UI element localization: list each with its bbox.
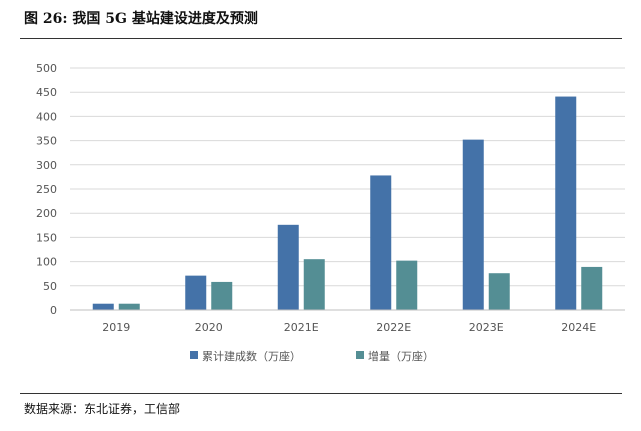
bar-increment [303,259,325,310]
y-tick-label: 0 [50,304,57,317]
y-tick-label: 150 [36,231,57,244]
y-tick-label: 500 [36,62,57,75]
legend-swatch [190,351,198,359]
figure-title: 图 26: 我国 5G 基站建设进度及预测 [24,11,258,27]
bar-cumulative [370,175,392,310]
y-tick-label: 400 [36,110,57,123]
x-tick-label: 2023E [469,321,504,334]
y-tick-label: 300 [36,159,57,172]
y-axis: 0 50 100 150 200 250 300 350 400 450 500 [36,62,57,317]
y-tick-label: 350 [36,135,57,148]
bar-increment [488,273,510,310]
legend-label: 增量（万座） [368,349,434,363]
bar-cumulative [185,275,207,310]
y-tick-label: 450 [36,86,57,99]
bar-increment [581,266,603,310]
bar-increment [396,260,418,310]
title-rule [20,38,622,39]
gridlines [70,67,625,287]
bar-cumulative [555,96,577,310]
x-tick-label: 2020 [195,321,223,334]
bars [92,96,603,310]
x-tick-label: 2022E [376,321,411,334]
x-tick-label: 2019 [102,321,130,334]
bar-cumulative [277,224,299,310]
y-tick-label: 100 [36,256,57,269]
bar-increment [211,281,233,310]
y-tick-label: 250 [36,183,57,196]
legend-swatch [356,351,364,359]
legend-label: 累计建成数（万座） [202,349,301,363]
y-tick-label: 200 [36,207,57,220]
x-tick-label: 2021E [284,321,319,334]
x-tick-label: 2024E [561,321,596,334]
source-rule [20,393,622,394]
y-tick-label: 50 [43,280,57,293]
legend: 累计建成数（万座） 增量（万座） [190,349,434,363]
x-axis: 2019 2020 2021E 2022E 2023E 2024E [70,309,625,334]
source-note: 数据来源：东北证券，工信部 [24,402,181,416]
bar-cumulative [462,139,484,310]
bar-increment [118,303,140,310]
bar-cumulative [92,303,114,310]
